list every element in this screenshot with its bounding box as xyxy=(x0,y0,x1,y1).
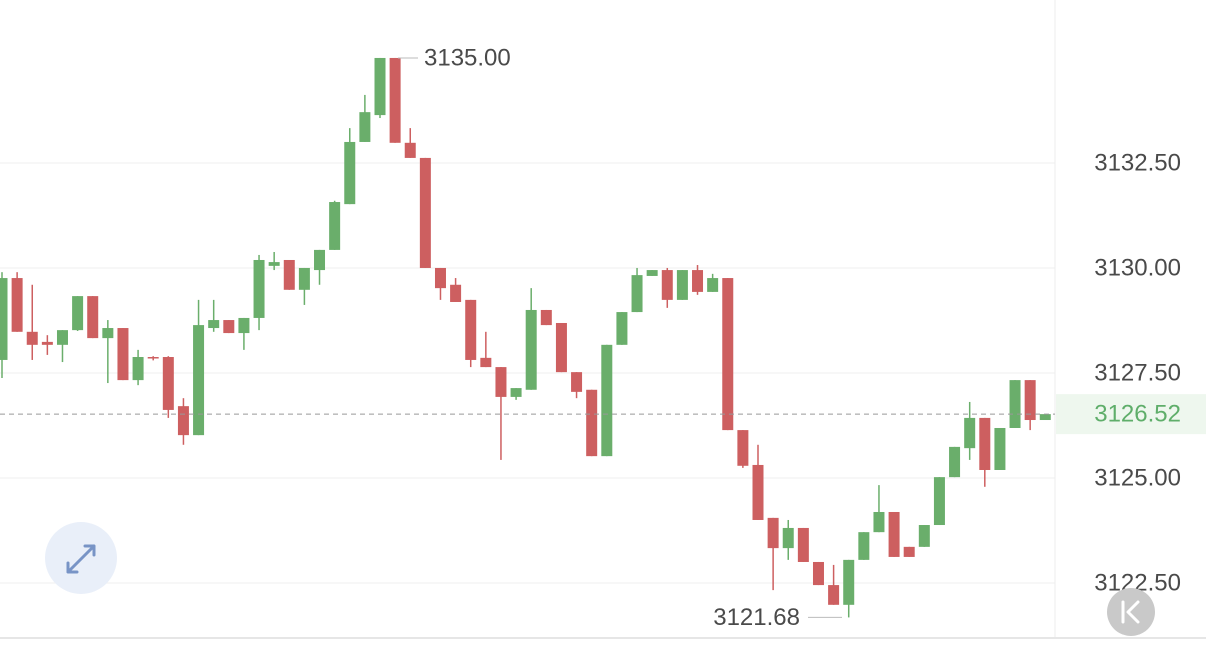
candle-body xyxy=(631,275,643,313)
candle-body xyxy=(1009,380,1021,428)
candle-body xyxy=(208,320,220,329)
candle-body xyxy=(797,527,809,562)
candle-body xyxy=(344,141,356,205)
candle-body xyxy=(843,559,855,605)
candle-body xyxy=(283,259,295,290)
y-tick-label: 3132.50 xyxy=(1094,149,1181,176)
candle-body xyxy=(767,517,779,549)
candle-body xyxy=(752,464,764,520)
candle-body xyxy=(102,328,114,339)
candle-body xyxy=(223,320,235,334)
candle-body xyxy=(268,262,280,266)
candle-body xyxy=(465,299,477,360)
candle-body xyxy=(434,267,446,289)
candle-body xyxy=(525,309,537,390)
candle-body xyxy=(964,417,976,449)
expand-button[interactable] xyxy=(45,522,117,594)
candle-body xyxy=(193,325,205,436)
candle-body xyxy=(873,511,885,533)
candle-body xyxy=(1024,380,1036,421)
candle-body xyxy=(177,406,189,436)
candle-body xyxy=(298,267,310,290)
candle-body xyxy=(1039,414,1051,421)
candle-body xyxy=(601,344,613,457)
candle-body xyxy=(0,278,8,360)
candle-body xyxy=(571,372,583,392)
candle-body xyxy=(72,296,84,331)
candle-body xyxy=(147,357,159,359)
candle-body xyxy=(586,389,598,457)
candle-body xyxy=(707,278,719,292)
min-label: 3121.68 xyxy=(713,604,800,631)
candle-body xyxy=(782,527,794,549)
scroll-start-bg[interactable] xyxy=(1107,588,1155,636)
candle-body xyxy=(722,278,734,431)
candle-body xyxy=(132,357,144,381)
expand-icon xyxy=(66,544,96,574)
candle-body xyxy=(737,430,749,466)
y-tick-label: 3130.00 xyxy=(1094,254,1181,281)
last-price-label: 3126.52 xyxy=(1094,400,1181,427)
candle-body xyxy=(314,249,326,271)
candle-body xyxy=(117,328,129,381)
candle-body xyxy=(374,57,386,116)
candle-body xyxy=(450,284,462,302)
candle-body xyxy=(540,309,552,326)
candle-body xyxy=(162,357,174,410)
candle-body xyxy=(87,296,99,339)
y-tick-label: 3125.00 xyxy=(1094,464,1181,491)
candle-body xyxy=(661,270,673,300)
scroll-start-button[interactable] xyxy=(1107,588,1155,636)
candle-body xyxy=(812,561,824,586)
scroll-start-icon xyxy=(1121,600,1140,624)
max-label: 3135.00 xyxy=(424,44,511,71)
candle-body xyxy=(616,312,628,345)
candle-body xyxy=(933,477,945,526)
candle-body xyxy=(979,417,991,470)
candle-body xyxy=(253,259,265,318)
candle-body xyxy=(389,57,401,143)
candle-body xyxy=(238,317,250,334)
candle-body xyxy=(994,427,1006,470)
candle-body xyxy=(41,341,53,345)
candle-body xyxy=(329,202,341,250)
candle-body xyxy=(419,157,431,268)
candle-body xyxy=(555,322,567,373)
candle-body xyxy=(676,270,688,300)
candle-body xyxy=(903,546,915,557)
labels: 3122.503125.003127.503130.003132.503135.… xyxy=(0,44,1206,631)
last-price-badge xyxy=(1056,394,1206,435)
candles xyxy=(0,57,1051,618)
candle-body xyxy=(495,367,507,397)
candle-body xyxy=(26,331,38,345)
candle-body xyxy=(646,270,658,276)
candle-body xyxy=(888,511,900,557)
candle-body xyxy=(918,525,930,547)
candle-body xyxy=(858,532,870,560)
candle-body xyxy=(828,585,840,605)
candle-body xyxy=(692,270,704,292)
candle-body xyxy=(480,357,492,368)
candle-body xyxy=(359,112,371,142)
candle-body xyxy=(11,278,23,332)
candle-body xyxy=(404,142,416,158)
y-tick-label: 3127.50 xyxy=(1094,359,1181,386)
candle-body xyxy=(510,388,522,397)
candle-body xyxy=(949,446,961,478)
candle-body xyxy=(56,330,68,345)
